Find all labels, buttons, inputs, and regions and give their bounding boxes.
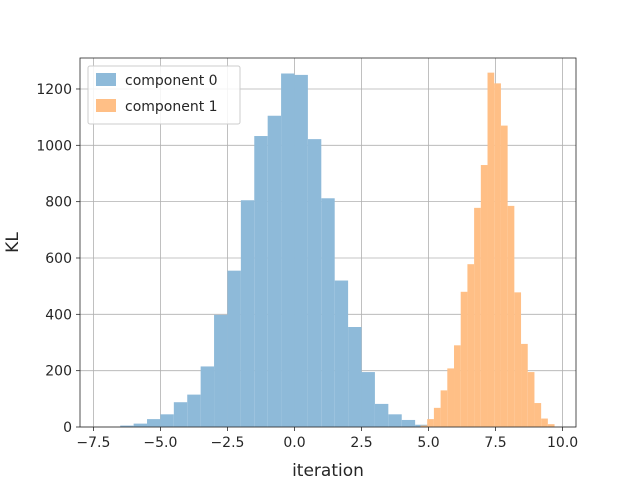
- histogram-bar-component-1: [460, 291, 468, 427]
- histogram-bar-component-0: [401, 419, 416, 427]
- histogram-bar-component-1: [420, 425, 428, 427]
- histogram-bar-component-1: [527, 372, 535, 427]
- histogram-bar-component-0: [147, 419, 161, 427]
- y-tick-label: 400: [45, 307, 72, 323]
- histogram-bar-component-1: [467, 264, 475, 427]
- histogram-bar-component-0: [294, 74, 308, 428]
- histogram-bar-component-0: [240, 200, 255, 427]
- histogram-bar-component-0: [254, 136, 268, 427]
- histogram-bars: [120, 72, 555, 428]
- histogram-bar-component-0: [173, 402, 188, 427]
- histogram-bar-component-1: [454, 345, 461, 427]
- histogram-bar-component-1: [433, 407, 441, 427]
- histogram-bar-component-1: [514, 292, 522, 427]
- legend: component 0 component 1: [87, 65, 241, 125]
- x-tick-label: 0.0: [283, 435, 305, 451]
- y-tick-label: 600: [45, 251, 72, 267]
- histogram-bar-component-1: [521, 343, 528, 427]
- histogram-bar-component-1: [440, 390, 448, 427]
- histogram-bar-component-0: [200, 366, 215, 427]
- y-tick-label: 800: [45, 195, 72, 211]
- histogram-bar-component-0: [267, 115, 282, 428]
- histogram-bar-component-0: [388, 414, 402, 427]
- legend-label-component-0: component 0: [125, 73, 218, 89]
- histogram-bar-component-0: [348, 327, 362, 427]
- histogram-bar-component-0: [281, 73, 295, 427]
- histogram-bar-component-1: [487, 72, 495, 427]
- y-axis-label: KL: [3, 232, 23, 253]
- histogram-bar-component-1: [480, 165, 488, 428]
- x-tick-label: 7.5: [484, 435, 506, 451]
- y-tick-label: 0: [63, 420, 72, 436]
- histogram-bar-component-0: [321, 198, 335, 427]
- histogram-bar-component-0: [227, 270, 241, 427]
- histogram-bar-component-0: [374, 403, 389, 427]
- histogram-bar-component-0: [214, 314, 228, 427]
- histogram-bar-component-0: [160, 414, 174, 427]
- x-tick-label: −7.5: [76, 435, 110, 451]
- y-tick-label: 200: [45, 364, 72, 380]
- x-axis-ticks: −7.5 −5.0 −2.5 0.0 2.5 5.0 7.5 10.0: [76, 427, 578, 451]
- histogram-bar-component-1: [507, 205, 515, 427]
- plot-area-frame: [79, 57, 577, 428]
- histogram-bar-component-1: [534, 403, 542, 427]
- x-axis-label: iteration: [292, 461, 364, 480]
- histogram-bar-component-0: [361, 372, 375, 427]
- histogram-bar-component-0: [187, 394, 201, 427]
- y-tick-label: 1200: [36, 82, 72, 98]
- histogram-bar-component-1: [547, 424, 555, 427]
- histogram-bar-component-0: [307, 139, 322, 427]
- histogram-bar-component-0: [120, 425, 134, 427]
- y-axis-ticks: 0 200 400 600 800 1000 1200: [36, 82, 80, 436]
- histogram-bar-component-1: [500, 125, 508, 427]
- legend-box: [87, 65, 241, 125]
- histogram-bar-component-0: [334, 280, 349, 427]
- x-tick-label: 5.0: [417, 435, 439, 451]
- histogram-bar-component-1: [447, 368, 455, 427]
- legend-label-component-1: component 1: [125, 99, 218, 115]
- histogram-bar-component-1: [474, 207, 481, 427]
- x-tick-label: −5.0: [143, 435, 177, 451]
- x-tick-label: 2.5: [350, 435, 372, 451]
- y-tick-label: 1000: [36, 138, 72, 154]
- histogram-bar-component-1: [427, 419, 434, 427]
- x-tick-label: −2.5: [210, 435, 244, 451]
- histogram-bar-component-1: [494, 83, 501, 428]
- legend-swatch-component-1: [96, 99, 116, 112]
- histogram-bar-component-0: [133, 423, 148, 427]
- x-tick-label: 10.0: [547, 435, 578, 451]
- histogram-bar-component-1: [541, 418, 548, 427]
- legend-swatch-component-0: [96, 73, 116, 86]
